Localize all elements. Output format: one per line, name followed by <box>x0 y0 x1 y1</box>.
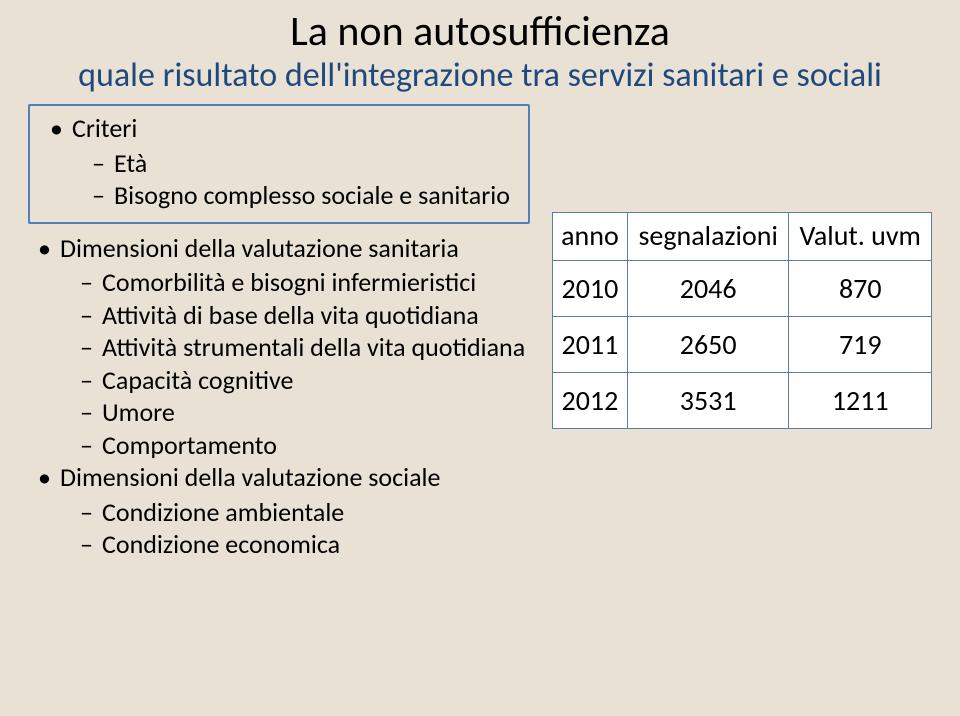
cell-valut: 870 <box>789 260 932 316</box>
title-block: La non autosufficienza quale risultato d… <box>0 0 960 96</box>
criteri-box: Criteri Età Bisogno complesso sociale e … <box>28 104 530 224</box>
title-line1: La non autosufficienza <box>0 6 960 57</box>
dim-sociale-item: Condizione economica <box>80 528 530 561</box>
cell-anno: 2012 <box>553 372 628 428</box>
cell-valut: 719 <box>789 316 932 372</box>
th-segnalazioni: segnalazioni <box>627 213 789 261</box>
cell-segnalazioni: 2650 <box>627 316 789 372</box>
criteri-label: Criteri <box>72 112 137 144</box>
table-row: 2012 3531 1211 <box>553 372 932 428</box>
dim-sociale-label: Dimensioni della valutazione sociale <box>60 461 440 493</box>
cell-anno: 2010 <box>553 260 628 316</box>
th-valut-uvm: Valut. uvm <box>789 213 932 261</box>
left-column: Criteri Età Bisogno complesso sociale e … <box>0 104 530 561</box>
criteri-item: Età <box>92 147 518 180</box>
table-row: 2011 2650 719 <box>553 316 932 372</box>
dim-sanitaria-item: Comportamento <box>80 429 530 462</box>
dim-sanitaria-item: Capacità cognitive <box>80 364 530 397</box>
dim-sociale-heading: Dimensioni della valutazione sociale Con… <box>38 461 530 561</box>
dim-sanitaria-item: Umore <box>80 396 530 429</box>
th-anno: anno <box>553 213 628 261</box>
dim-sanitaria-item: Comorbilità e bisogni infermieristici <box>80 266 530 299</box>
data-table: anno segnalazioni Valut. uvm 2010 2046 8… <box>552 212 932 429</box>
cell-segnalazioni: 3531 <box>627 372 789 428</box>
criteri-item: Bisogno complesso sociale e sanitario <box>92 179 518 212</box>
dim-sanitaria-label: Dimensioni della valutazione sanitaria <box>60 232 459 264</box>
cell-segnalazioni: 2046 <box>627 260 789 316</box>
title-line2: quale risultato dell'integrazione tra se… <box>0 55 960 96</box>
cell-anno: 2011 <box>553 316 628 372</box>
dim-sanitaria-item: Attività di base della vita quotidiana <box>80 299 530 332</box>
table-header-row: anno segnalazioni Valut. uvm <box>553 213 932 261</box>
criteri-heading: Criteri Età Bisogno complesso sociale e … <box>50 112 518 212</box>
table-row: 2010 2046 870 <box>553 260 932 316</box>
data-table-wrap: anno segnalazioni Valut. uvm 2010 2046 8… <box>552 212 932 429</box>
cell-valut: 1211 <box>789 372 932 428</box>
dim-sanitaria-item: Attività strumentali della vita quotidia… <box>80 331 530 364</box>
content-area: Criteri Età Bisogno complesso sociale e … <box>0 104 960 561</box>
dim-sociale-item: Condizione ambientale <box>80 496 530 529</box>
dim-sanitaria-heading: Dimensioni della valutazione sanitaria C… <box>38 232 530 462</box>
